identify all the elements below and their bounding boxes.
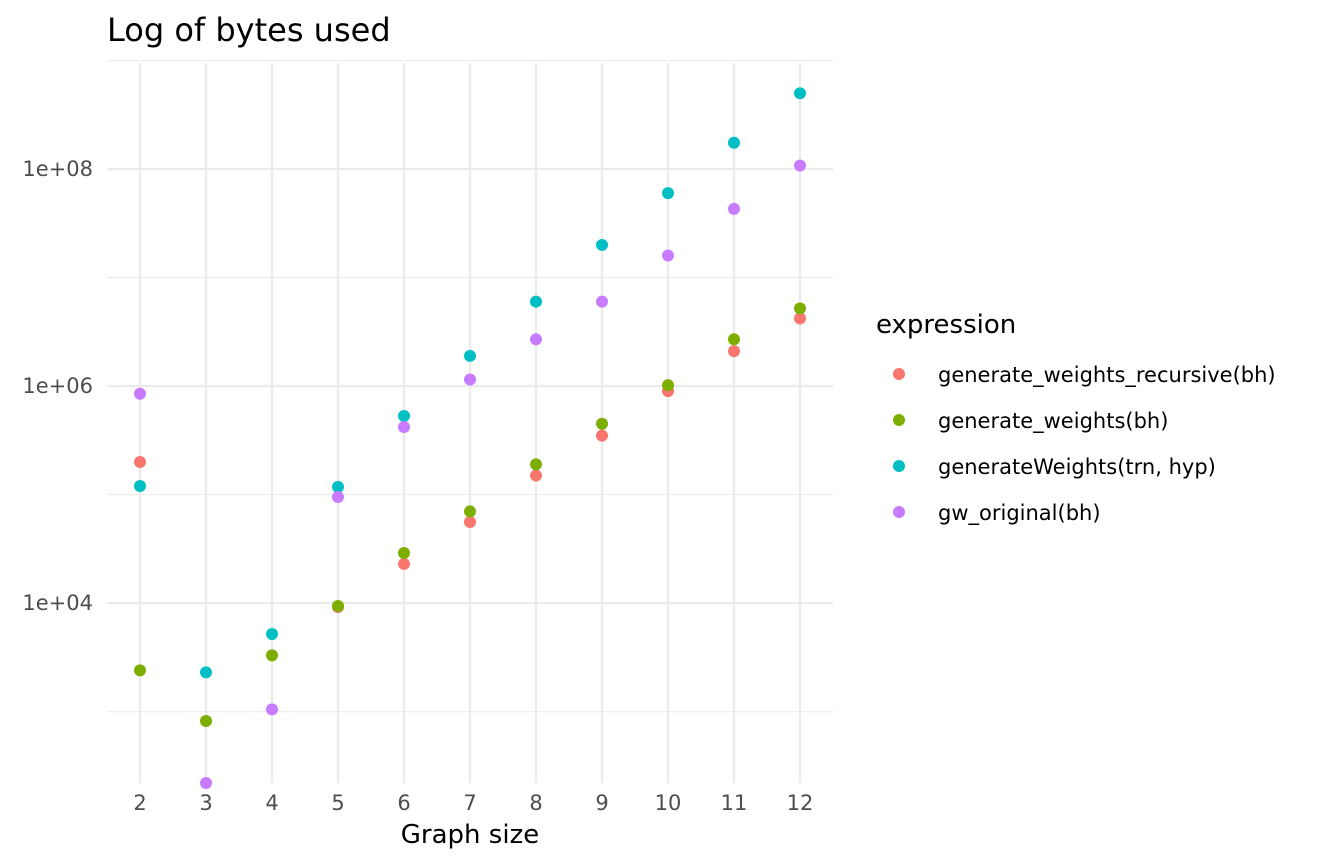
series-2 xyxy=(134,302,806,727)
major-gridlines xyxy=(107,63,833,783)
legend-key xyxy=(893,368,905,380)
data-point xyxy=(596,417,608,430)
data-point xyxy=(596,295,608,308)
x-tick-label: 10 xyxy=(655,791,682,815)
series-4 xyxy=(134,159,806,789)
data-point xyxy=(464,349,476,362)
chart-title: Log of bytes used xyxy=(107,11,391,49)
data-point xyxy=(266,703,278,716)
y-axis-ticks: 1e+04 1e+06 1e+08 xyxy=(22,157,93,615)
legend-label: generate_weights_recursive(bh) xyxy=(938,363,1276,388)
data-point xyxy=(266,649,278,662)
x-axis-label: Graph size xyxy=(401,820,539,850)
data-point xyxy=(596,429,608,442)
legend-label: generateWeights(trn, hyp) xyxy=(938,455,1216,479)
data-point xyxy=(398,546,410,559)
data-point xyxy=(728,136,740,149)
legend: expression generate_weights_recursive(bh… xyxy=(876,310,1276,526)
data-point xyxy=(332,491,344,504)
data-point xyxy=(794,87,806,100)
x-tick-label: 5 xyxy=(331,791,344,815)
data-point xyxy=(464,515,476,528)
data-point xyxy=(134,480,146,493)
x-tick-label: 7 xyxy=(463,791,476,815)
data-point xyxy=(134,387,146,400)
data-point xyxy=(464,373,476,386)
legend-key xyxy=(893,460,905,472)
data-point xyxy=(200,777,212,789)
legend-key xyxy=(893,506,905,518)
legend-label: gw_original(bh) xyxy=(938,501,1101,526)
x-tick-label: 4 xyxy=(265,791,278,815)
data-point xyxy=(794,159,806,172)
x-tick-label: 8 xyxy=(529,791,542,815)
data-point xyxy=(662,249,674,262)
data-point xyxy=(530,295,542,308)
data-point xyxy=(662,379,674,392)
data-points xyxy=(134,87,806,789)
data-point xyxy=(794,312,806,325)
data-point xyxy=(728,202,740,215)
data-point xyxy=(794,302,806,315)
y-tick-label: 1e+08 xyxy=(22,157,93,181)
data-point xyxy=(662,187,674,200)
data-point xyxy=(134,664,146,677)
x-tick-label: 3 xyxy=(199,791,212,815)
data-point xyxy=(134,455,146,468)
data-point xyxy=(332,600,344,613)
legend-items: generate_weights_recursive(bh) generate_w… xyxy=(893,363,1276,526)
y-tick-label: 1e+06 xyxy=(22,374,93,398)
data-point xyxy=(530,469,542,482)
data-point xyxy=(728,345,740,358)
data-point xyxy=(398,420,410,433)
x-tick-label: 12 xyxy=(787,791,814,815)
data-point xyxy=(332,480,344,493)
legend-label: generate_weights(bh) xyxy=(938,409,1168,434)
data-point xyxy=(596,238,608,251)
x-tick-label: 11 xyxy=(721,791,748,815)
legend-key xyxy=(893,414,905,426)
data-point xyxy=(398,557,410,570)
data-point xyxy=(464,505,476,518)
data-point xyxy=(398,410,410,423)
legend-title: expression xyxy=(876,310,1016,340)
x-tick-label: 2 xyxy=(133,791,146,815)
x-tick-label: 9 xyxy=(595,791,608,815)
data-point xyxy=(530,333,542,346)
data-point xyxy=(266,627,278,640)
data-point xyxy=(530,458,542,471)
series-3 xyxy=(134,87,806,679)
data-point xyxy=(728,333,740,346)
x-axis-ticks: 2 3 4 5 6 7 8 9 10 11 12 xyxy=(133,791,813,815)
data-point xyxy=(200,666,212,679)
data-point xyxy=(200,714,212,727)
y-tick-label: 1e+04 xyxy=(22,591,93,615)
x-tick-label: 6 xyxy=(397,791,410,815)
